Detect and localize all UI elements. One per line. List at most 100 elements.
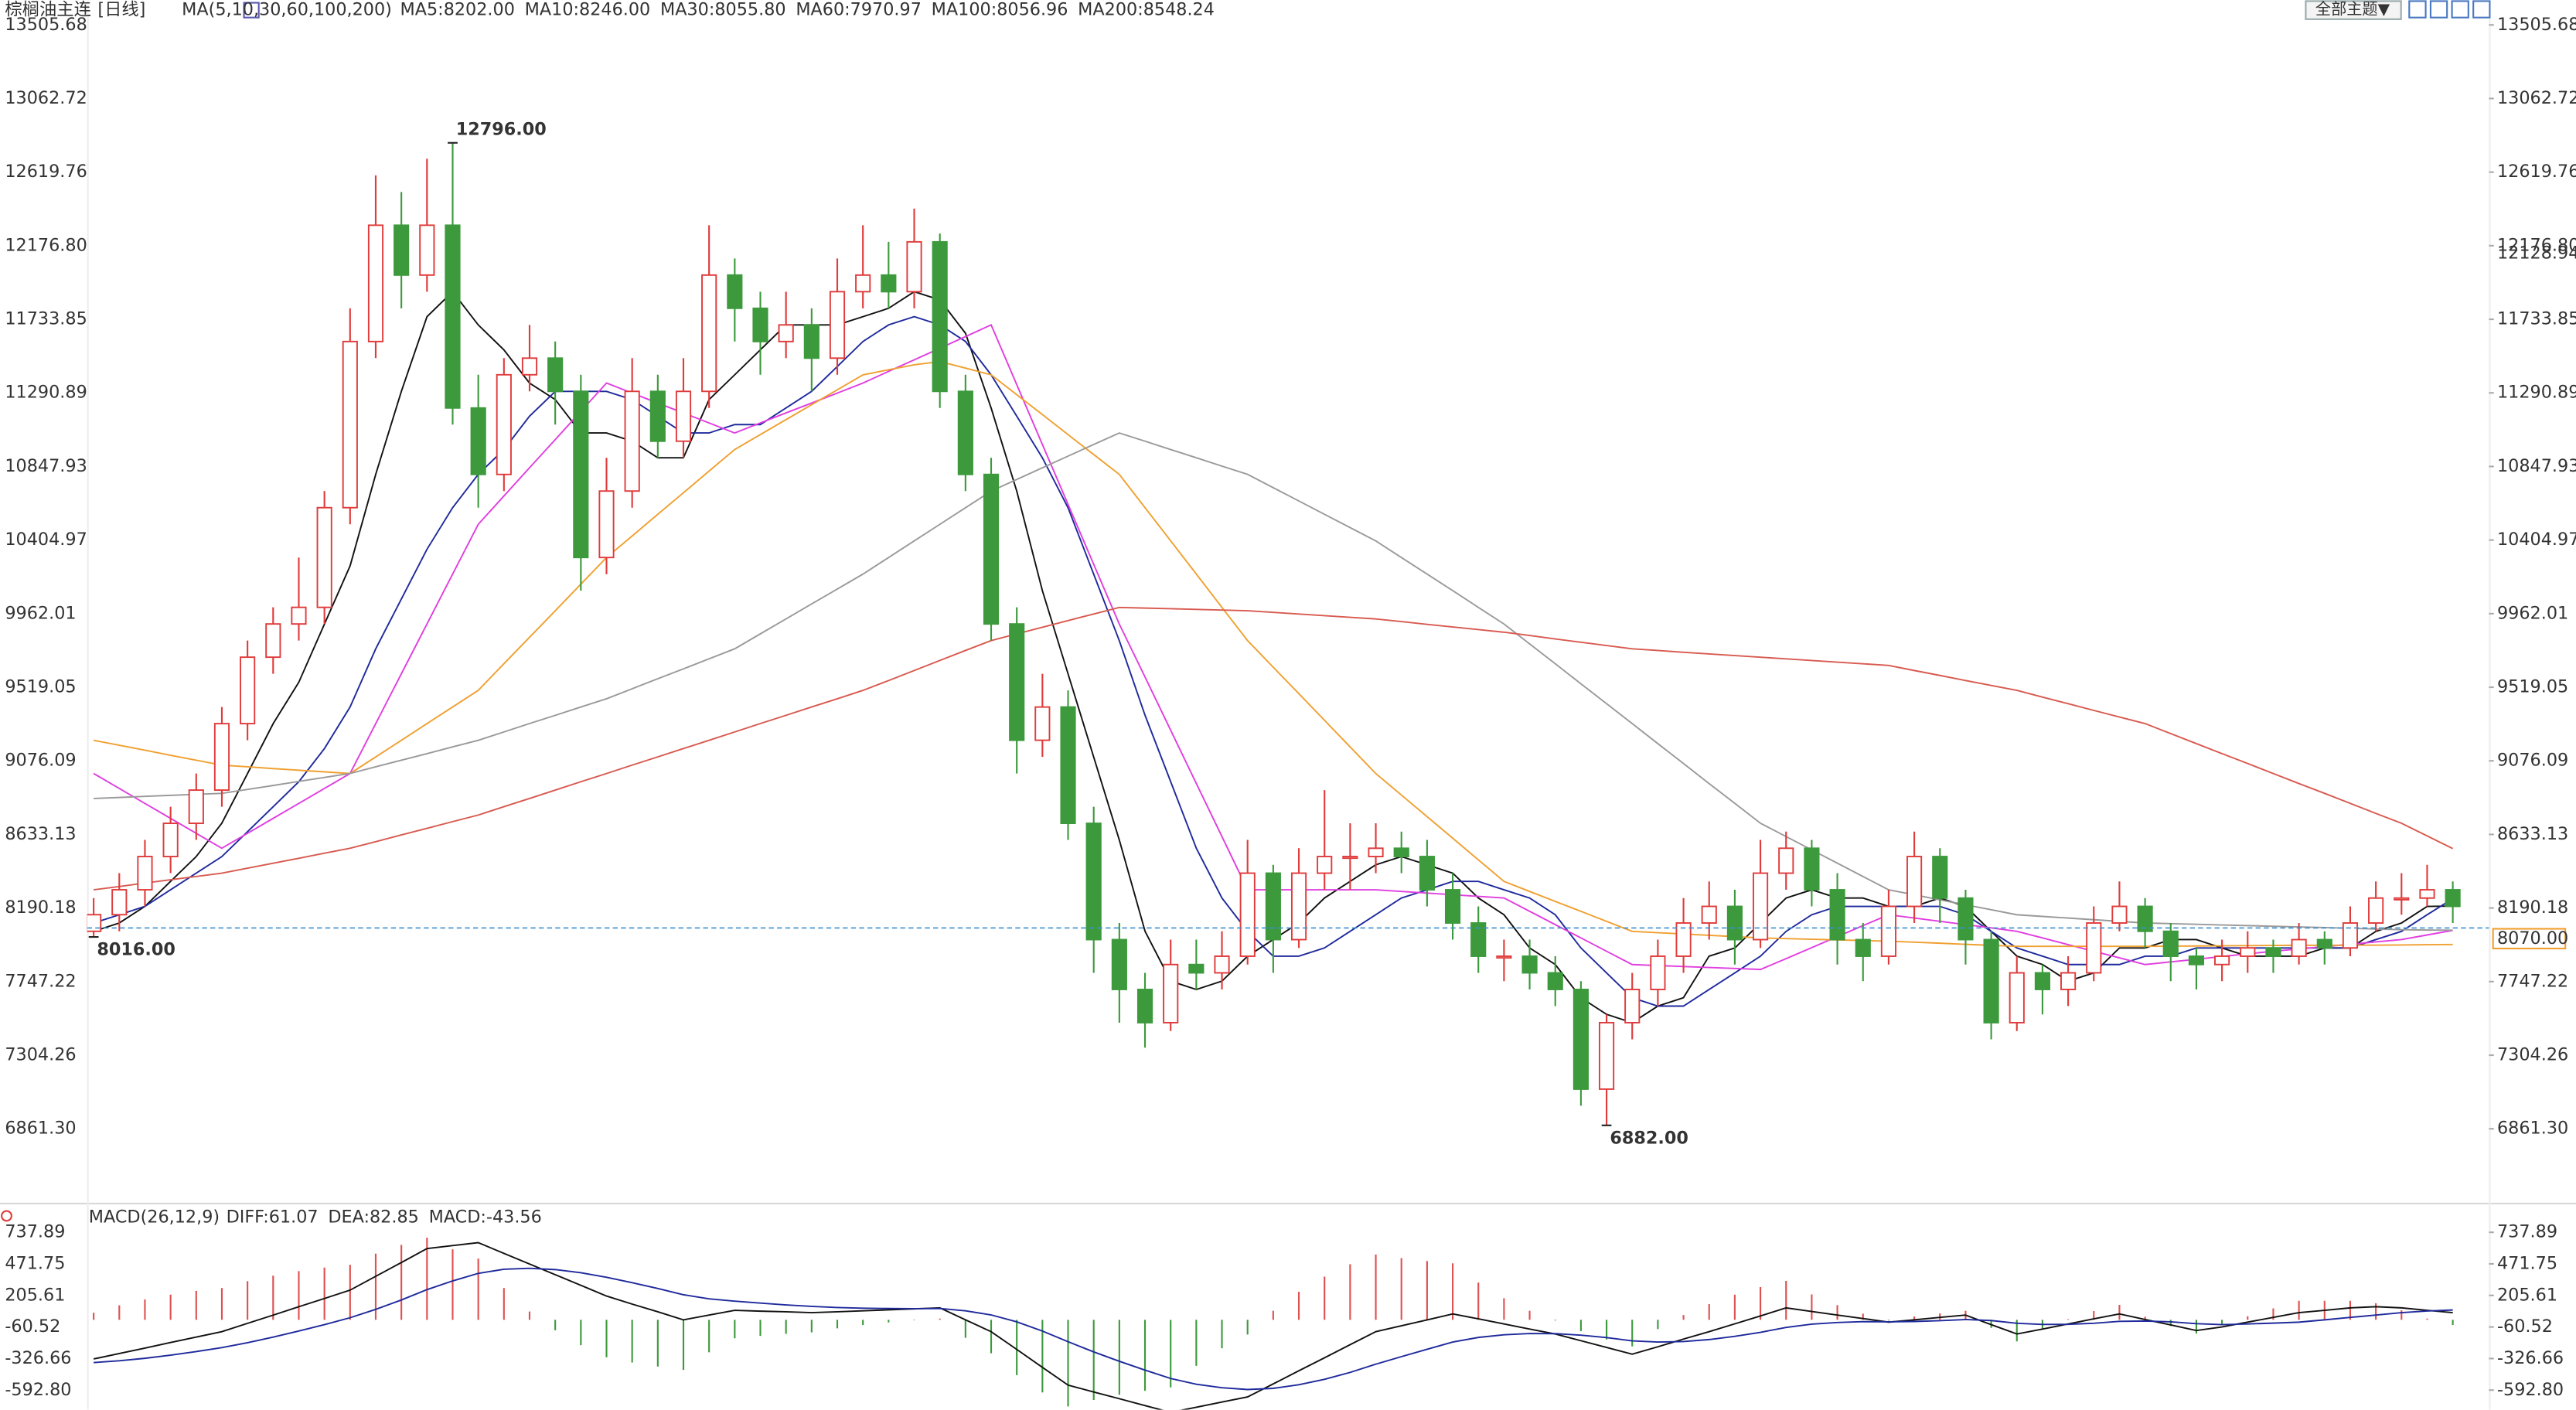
candle-body [2009,972,2025,1023]
y-tick-label: -326.66 [5,1348,71,1368]
candle-body [419,224,435,276]
candle-body [1726,905,1743,941]
candle-body [2316,938,2332,949]
macd-settings-icon[interactable] [1,1210,12,1222]
ma-title: MA(5,10,30,60,100,200) [182,0,392,20]
y-tick-label-right: 13505.68 [2497,15,2576,35]
candle-body [1163,963,1179,1023]
candle-body [1136,989,1153,1023]
y-tick-label-right: 205.61 [2497,1285,2557,1305]
y-tick-label-right: 9076.09 [2497,751,2568,771]
theme-button-label[interactable]: 全部主题▼ [2315,0,2390,19]
candle-body [778,324,794,342]
candle-body [316,506,332,608]
y-tick-label: 13505.68 [5,15,87,35]
legend-entry: DIFF:61.07 [227,1207,319,1228]
y-tick-label-right: 471.75 [2497,1253,2557,1273]
y-tick-label-right: -60.52 [2497,1316,2553,1337]
y-tick-label-right: 9962.01 [2497,603,2568,623]
legend-entry: MA30:8055.80 [660,0,786,20]
y-tick-label: 10404.97 [5,530,87,550]
candle-body [2086,922,2102,974]
candle-body [394,224,410,276]
y-tick-label: 6861.30 [5,1119,76,1139]
extreme-label: 8016.00 [97,940,175,960]
candle-body [932,240,948,393]
candle-body [701,274,717,393]
macd-title: MACD(26,12,9) [89,1207,220,1228]
chart-subtitle: [日线] [97,0,145,20]
y-tick-label: 8190.18 [5,897,76,918]
last-price-label: 8070.00 [2497,928,2568,949]
candle-body [87,914,102,932]
candle-body [2419,889,2435,899]
y-tick-label-right: 8190.18 [2497,897,2568,918]
candle-plot [87,142,2461,1126]
y-tick-label: 11290.89 [5,383,87,403]
y-tick-label-right: 11290.89 [2497,383,2576,403]
y-tick-label: 7747.22 [5,971,76,991]
candle-body [1675,922,1692,957]
candle-body [240,656,256,725]
layout-icon[interactable] [2429,0,2448,19]
y-tick-label-right: -326.66 [2497,1348,2564,1368]
legend-entry: DEA:82.85 [328,1207,418,1228]
y-tick-label-right: 10847.93 [2497,456,2576,476]
ma-settings-icon[interactable] [243,2,260,19]
candle-body [1034,706,1051,741]
y-tick-label: 12619.76 [5,162,87,182]
candle-body [1752,872,1769,941]
macd-line [94,1267,2453,1391]
candle-body [829,291,846,359]
candle-body [342,340,358,509]
candle-body [2034,972,2051,990]
candle-body [1444,889,1461,924]
candle-body [983,473,1000,625]
candle-body [803,324,819,359]
candle-body [2111,905,2128,924]
candle-body [2188,955,2205,966]
y-tick-label-right: -592.80 [2497,1380,2564,1400]
candle-body [367,224,384,342]
candle-body [547,357,564,393]
layout-icon[interactable] [2451,0,2469,19]
y-tick-label: 737.89 [5,1222,65,1242]
candle-body [111,889,128,916]
candle-body [1906,856,1923,908]
y-tick-label-right: 8633.13 [2497,824,2568,844]
candle-body [1317,856,1333,874]
candle-body [1958,897,1974,941]
y-tick-label: -60.52 [5,1316,60,1337]
candle-body [752,307,768,342]
candle-body [1085,822,1102,941]
legend-entry: MA200:8548.24 [1078,0,1215,20]
layout-icon[interactable] [2472,0,2491,19]
candle-body [1624,989,1641,1023]
y-tick-label: 13062.72 [5,88,87,108]
last-price-box [2492,928,2567,950]
y-tick-label-right: 11733.85 [2497,309,2576,329]
candle-body [1188,963,1205,974]
candle-body [1983,938,1999,1023]
y-tick-label: 471.75 [5,1253,65,1273]
y-tick-label-right: 10404.97 [2497,530,2576,550]
candle-body [727,274,743,309]
theme-button[interactable] [2305,0,2402,20]
candle-body [1060,706,1076,825]
candle-body [1368,847,1384,857]
candle-body [1778,847,1794,874]
y-tick-label-right: 737.89 [2497,1222,2557,1242]
y-tick-label: 12176.80 [5,235,87,255]
candle-body [2060,972,2077,990]
layout-icon[interactable] [2408,0,2427,19]
y-tick-label: 205.61 [5,1285,65,1305]
legend-entry: MA10:8246.00 [525,0,651,20]
y-tick-label: 10847.93 [5,456,87,476]
candle-body [291,606,307,625]
candle-body [470,407,486,475]
candle-body [2342,922,2359,949]
candle-body [2240,947,2256,957]
candle-body [1290,872,1307,941]
